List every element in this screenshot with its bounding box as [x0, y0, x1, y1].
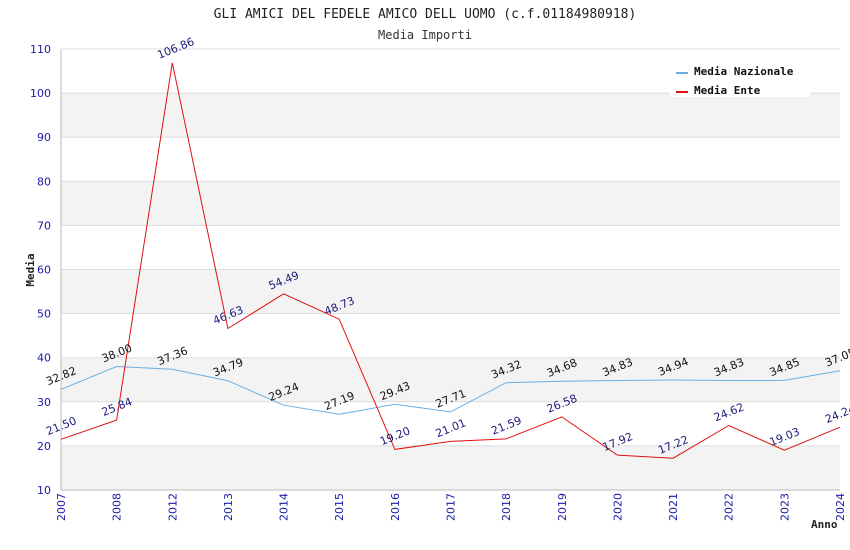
y-tick-label: 80	[37, 175, 51, 188]
x-tick-label: 2014	[278, 493, 291, 521]
x-tick-label: 2013	[222, 493, 235, 521]
y-tick-label: 30	[37, 396, 51, 409]
y-tick-label: 90	[37, 131, 51, 144]
grid-band	[61, 445, 840, 490]
y-axis-label: Media	[24, 253, 37, 286]
chart-title: GLI AMICI DEL FEDELE AMICO DELL UOMO (c.…	[214, 7, 637, 22]
x-axis-label: Anno	[811, 518, 838, 531]
x-tick-label: 2018	[500, 493, 513, 521]
y-tick-label: 110	[30, 43, 51, 56]
y-tick-label: 70	[37, 219, 51, 232]
x-tick-label: 2007	[55, 493, 68, 521]
grid-band	[61, 313, 840, 358]
chart-subtitle: Media Importi	[378, 28, 472, 42]
y-tick-label: 50	[37, 308, 51, 321]
y-tick-label: 10	[37, 484, 51, 497]
grid-band	[61, 137, 840, 182]
x-tick-label: 2019	[556, 493, 569, 521]
grid-band	[61, 93, 840, 138]
grid-band	[61, 357, 840, 402]
x-tick-label: 2016	[389, 493, 402, 521]
legend-label-media-ente: Media Ente	[694, 84, 761, 97]
legend-box	[670, 59, 810, 97]
plot-area: 10 20 30 40 50 60 70 80 90 100 110 2007 2008 2012 2013…	[30, 35, 850, 521]
x-tick-label: 2017	[445, 493, 458, 521]
legend: Media Nazionale Media Ente	[670, 59, 810, 97]
x-tick-label: 2015	[333, 493, 346, 521]
y-tick-label: 60	[37, 264, 51, 277]
x-tick-label: 2021	[667, 493, 680, 521]
x-tick-label: 2008	[111, 493, 124, 521]
x-tick-label: 2023	[778, 493, 791, 521]
x-tick-label: 2024	[834, 493, 847, 521]
x-tick-label: 2012	[166, 493, 179, 521]
series-line-media-ente	[60, 62, 841, 459]
grid-band	[61, 401, 840, 446]
legend-label-media-nazionale: Media Nazionale	[694, 65, 794, 78]
x-tick-label: 2022	[723, 493, 736, 521]
y-tick-label: 20	[37, 440, 51, 453]
grid-band	[61, 225, 840, 270]
grid-band	[61, 269, 840, 314]
y-tick-label: 100	[30, 87, 51, 100]
y-tick-label: 40	[37, 352, 51, 365]
x-tick-label: 2020	[611, 493, 624, 521]
series-line-media-nazionale	[60, 365, 841, 415]
grid-band	[61, 181, 840, 226]
